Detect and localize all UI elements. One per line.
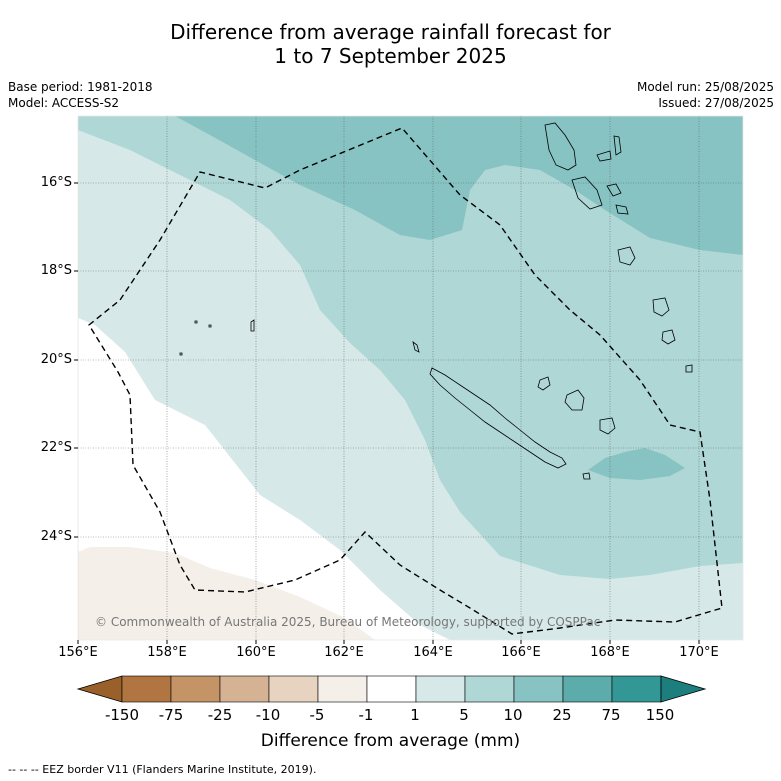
colorbar-label-1: 1 [410, 706, 420, 724]
lat-label-16s: 16°S [40, 175, 72, 190]
colorbar-segment [562, 675, 613, 703]
lat-label-20s: 20°S [40, 352, 72, 367]
axis-ticks [74, 182, 700, 644]
eez-border [88, 127, 723, 635]
mare-island [599, 417, 616, 435]
colorbar-segment [415, 675, 466, 703]
isle-of-pines [582, 472, 591, 480]
ouvea-island [537, 376, 551, 391]
base-period: Base period: 1981-2018 [8, 80, 153, 94]
colorbar-title: Difference from average (mm) [260, 731, 521, 751]
colorbar-label-10: 10 [503, 706, 523, 724]
colorbar-segment [121, 675, 172, 703]
colorbar [76, 675, 707, 703]
lon-label-166e: 166°E [501, 645, 541, 660]
lat-label-18s: 18°S [40, 263, 72, 278]
issued-date: Issued: 27/08/2025 [658, 96, 774, 110]
lat-label-24s: 24°S [40, 529, 72, 544]
meta-right: Model run: 25/08/2025 Issued: 27/08/2025 [637, 79, 774, 111]
lon-label-162e: 162°E [324, 645, 364, 660]
colorbar-label-minus10: -10 [255, 706, 281, 724]
colorbar-segment [464, 675, 515, 703]
copyright-text: © Commonwealth of Australia 2025, Bureau… [95, 615, 600, 629]
lon-label-156e: 156°E [58, 645, 98, 660]
region-minus5-to-minus1 [78, 547, 375, 640]
colorbar-label-25: 25 [552, 706, 572, 724]
map-frame [77, 115, 744, 641]
colorbar-segment [317, 675, 368, 703]
colorbar-segment [513, 675, 564, 703]
lon-label-160e: 160°E [236, 645, 276, 660]
colorbar-label-minus5: -5 [309, 706, 325, 724]
colorbar-label-minus75: -75 [158, 706, 184, 724]
lifou-island [564, 389, 585, 411]
colorbar-extend-high [660, 675, 707, 703]
region-5-to-10 [78, 116, 743, 579]
new-caledonia-island [429, 367, 567, 469]
vanuatu-islands [544, 122, 693, 373]
meta-left: Base period: 1981-2018 Model: ACCESS-S2 [8, 79, 153, 111]
colorbar-label-minus1: -1 [358, 706, 374, 724]
lat-label-22s: 22°S [40, 440, 72, 455]
colorbar-label-75: 75 [601, 706, 621, 724]
model-run: Model run: 25/08/2025 [636, 80, 774, 94]
colorbar-label-150: 150 [645, 706, 675, 724]
graticule [78, 116, 743, 640]
region-10-to-25-south [588, 448, 685, 480]
map-title-line1: Difference from average rainfall forecas… [170, 20, 611, 44]
chesterfield-islands [179, 319, 255, 356]
map-title-line2: 1 to 7 September 2025 [274, 44, 507, 68]
colorbar-extend-low [76, 675, 123, 703]
lon-label-170e: 170°E [679, 645, 719, 660]
colorbar-segment [366, 675, 417, 703]
legend-footer: -- -- -- EEZ border V11 (Flanders Marine… [8, 763, 317, 776]
colorbar-segment [611, 675, 662, 703]
colorbar-label-minus150: -150 [104, 706, 140, 724]
lon-label-164e: 164°E [413, 645, 453, 660]
colorbar-segment [268, 675, 319, 703]
lon-label-168e: 168°E [590, 645, 630, 660]
colorbar-label-minus25: -25 [207, 706, 233, 724]
colorbar-segment [219, 675, 270, 703]
map-area: © Commonwealth of Australia 2025, Bureau… [78, 116, 743, 640]
colorbar-label-5: 5 [459, 706, 469, 724]
belep-islands [412, 341, 420, 353]
colorbar-segment [170, 675, 221, 703]
region-10-to-25-north [175, 116, 743, 255]
model-name: Model: ACCESS-S2 [8, 96, 120, 110]
lon-label-158e: 158°E [147, 645, 187, 660]
